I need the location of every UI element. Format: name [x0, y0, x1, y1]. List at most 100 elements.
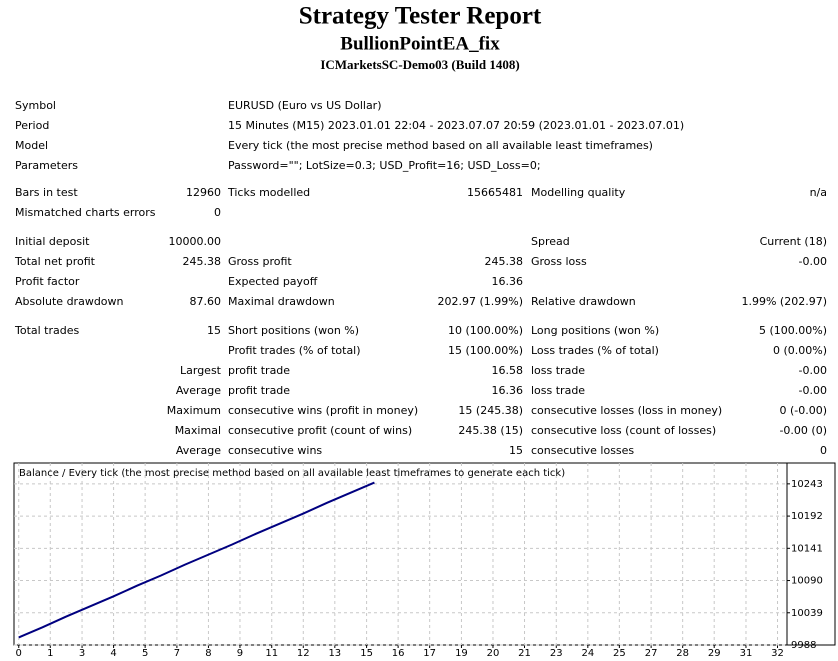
row-value: Maximal	[175, 424, 221, 437]
field-label: Every tick (the most precise method base…	[228, 139, 653, 152]
field-label: consecutive profit (count of wins)	[228, 424, 412, 437]
field-label: consecutive wins (profit in money)	[228, 404, 418, 417]
field-value: -0.00 (0)	[779, 424, 827, 437]
field-label: Gross loss	[531, 255, 587, 268]
x-tick-label: 8	[205, 648, 211, 659]
x-tick-label: 11	[265, 648, 278, 659]
row-value: 10000.00	[169, 235, 222, 248]
field-label: Loss trades (% of total)	[531, 344, 659, 357]
field-label: Short positions (won %)	[228, 324, 359, 337]
x-tick-label: 15	[360, 648, 373, 659]
field-label: Password=""; LotSize=0.3; USD_Profit=16;…	[228, 159, 541, 172]
field-label: Profit trades (% of total)	[228, 344, 361, 357]
field-value: 245.38	[485, 255, 524, 268]
x-tick-label: 21	[518, 648, 531, 659]
x-tick-label: 25	[613, 648, 626, 659]
field-value: 15	[509, 444, 523, 457]
row-value: 87.60	[190, 295, 222, 308]
field-value: -0.00	[799, 364, 827, 377]
field-label: 15 Minutes (M15) 2023.01.01 22:04 - 2023…	[228, 119, 684, 132]
row-value: 0	[214, 206, 221, 219]
chart-frame	[13, 462, 836, 646]
row-value: 245.38	[183, 255, 222, 268]
row-label: Profit factor	[15, 275, 80, 288]
row-label: Bars in test	[15, 186, 78, 199]
row-label: Symbol	[15, 99, 56, 112]
x-tick-label: 32	[771, 648, 784, 659]
field-label: Relative drawdown	[531, 295, 636, 308]
field-value: 1.99% (202.97)	[741, 295, 827, 308]
row-label: Total trades	[14, 324, 80, 337]
x-tick-label: 3	[79, 648, 85, 659]
field-label: EURUSD (Euro vs US Dollar)	[228, 99, 382, 112]
x-tick-label: 20	[487, 648, 500, 659]
server-name: ICMarketsSC-Demo03 (Build 1408)	[320, 57, 519, 72]
field-label: Gross profit	[228, 255, 292, 268]
y-tick-label: 10039	[791, 608, 823, 619]
field-label: Long positions (won %)	[531, 324, 659, 337]
x-tick-label: 29	[708, 648, 721, 659]
field-value: n/a	[810, 186, 827, 199]
row-label: Mismatched charts errors	[15, 206, 156, 219]
field-value: 15665481	[467, 186, 523, 199]
field-value: 10 (100.00%)	[448, 324, 523, 337]
expert-name: BullionPointEA_fix	[340, 33, 500, 54]
row-label: Initial deposit	[15, 235, 90, 248]
x-tick-label: 12	[297, 648, 310, 659]
field-label: consecutive losses (loss in money)	[531, 404, 722, 417]
balance-line	[18, 481, 375, 639]
x-tick-label: 5	[142, 648, 148, 659]
field-value: 16.58	[492, 364, 524, 377]
field-label: Expected payoff	[228, 275, 318, 288]
row-label: Total net profit	[14, 255, 96, 268]
field-label: profit trade	[228, 364, 290, 377]
x-tick-label: 28	[676, 648, 689, 659]
field-label: profit trade	[228, 384, 290, 397]
field-value: 16.36	[492, 275, 524, 288]
field-label: Maximal drawdown	[228, 295, 335, 308]
row-value: Average	[176, 384, 221, 397]
field-label: consecutive losses	[531, 444, 634, 457]
field-value: 0	[820, 444, 827, 457]
chart-title: Balance / Every tick (the most precise m…	[19, 468, 565, 479]
y-tick-label: 10090	[791, 576, 823, 587]
field-label: Spread	[531, 235, 570, 248]
field-value: 0 (0.00%)	[773, 344, 827, 357]
field-label: Modelling quality	[531, 186, 626, 199]
row-label: Model	[15, 139, 48, 152]
x-tick-label: 19	[455, 648, 468, 659]
field-value: Current (18)	[760, 235, 827, 248]
x-tick-label: 31	[740, 648, 753, 659]
field-value: 0 (-0.00)	[779, 404, 827, 417]
y-tick-label: 10192	[791, 511, 823, 522]
row-value: Largest	[180, 364, 222, 377]
field-value: 16.36	[492, 384, 524, 397]
field-label: consecutive loss (count of losses)	[531, 424, 716, 437]
row-label: Absolute drawdown	[15, 295, 124, 308]
field-value: -0.00	[799, 255, 827, 268]
y-tick-label: 10141	[791, 543, 823, 554]
field-label: Ticks modelled	[227, 186, 310, 199]
field-value: 15 (100.00%)	[448, 344, 523, 357]
x-tick-label: 9	[237, 648, 243, 659]
field-value: 5 (100.00%)	[759, 324, 827, 337]
row-label: Parameters	[15, 159, 78, 172]
x-tick-label: 27	[645, 648, 658, 659]
row-label: Period	[15, 119, 49, 132]
field-value: 202.97 (1.99%)	[437, 295, 523, 308]
field-label: loss trade	[531, 384, 585, 397]
x-tick-label: 4	[110, 648, 116, 659]
field-value: 15 (245.38)	[458, 404, 523, 417]
row-value: 15	[207, 324, 221, 337]
x-tick-label: 24	[581, 648, 594, 659]
field-value: 245.38 (15)	[458, 424, 523, 437]
y-tick-label: 10243	[791, 479, 823, 490]
field-label: loss trade	[531, 364, 585, 377]
x-tick-label: 16	[392, 648, 405, 659]
row-value: 12960	[186, 186, 221, 199]
row-value: Average	[176, 444, 221, 457]
x-tick-label: 13	[328, 648, 341, 659]
x-tick-label: 1	[47, 648, 53, 659]
row-value: Maximum	[167, 404, 221, 417]
